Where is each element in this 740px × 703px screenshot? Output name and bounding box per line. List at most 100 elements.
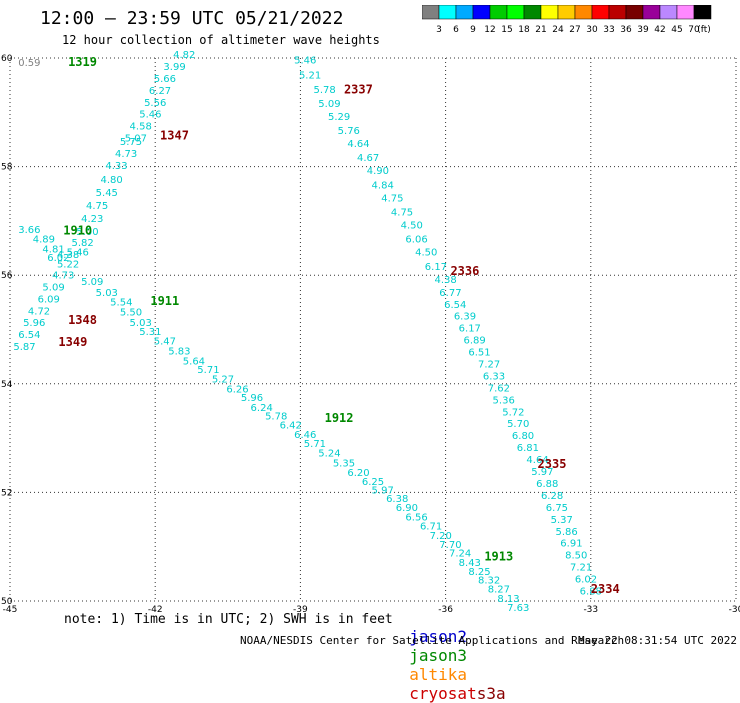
x-tick-label: -36 bbox=[438, 605, 453, 615]
wave-height-value: 8.32 bbox=[478, 576, 500, 587]
wave-height-value: 8.13 bbox=[497, 594, 519, 605]
wave-height-value: 5.35 bbox=[333, 458, 355, 469]
wave-height-value: 4.64 bbox=[347, 139, 369, 150]
colorbar-unit: (ft) bbox=[697, 25, 711, 35]
pass-time-label: 2337 bbox=[344, 82, 373, 96]
wave-height-value: 4.84 bbox=[372, 180, 394, 191]
wave-height-value: 5.46 bbox=[294, 55, 316, 66]
pass-time-label: 2334 bbox=[591, 582, 620, 596]
wave-height-value: 5.46 bbox=[67, 248, 89, 259]
y-tick-label: 56 bbox=[1, 271, 13, 281]
wave-height-value: 5.71 bbox=[304, 439, 326, 450]
wave-height-value: 4.82 bbox=[173, 50, 195, 61]
wave-height-value: 4.33 bbox=[105, 161, 127, 172]
pass-time-label: 1347 bbox=[160, 128, 189, 142]
colorbar-label: 45 bbox=[671, 25, 682, 35]
wave-height-value: 6.71 bbox=[420, 521, 442, 532]
wave-height-value: 5.66 bbox=[154, 74, 176, 85]
wave-height-value: 7.21 bbox=[570, 563, 592, 574]
wave-height-value: 6.88 bbox=[536, 479, 558, 490]
wave-height-value: 0.59 bbox=[18, 58, 40, 69]
colorbar-label: 27 bbox=[569, 25, 580, 35]
credit-line: NOAA/NESDIS Center for Satellite Applica… bbox=[240, 634, 625, 647]
colorbar-label: 24 bbox=[552, 25, 564, 35]
wave-height-value: 7.20 bbox=[430, 531, 452, 542]
wave-height-value: 5.87 bbox=[13, 342, 35, 353]
wave-height-value: 6.27 bbox=[149, 86, 171, 97]
x-tick-label: -30 bbox=[729, 605, 740, 615]
wave-height-value: 5.78 bbox=[265, 412, 287, 423]
colorbar-label: 30 bbox=[586, 25, 598, 35]
satellite-jason3: jason3 bbox=[409, 646, 468, 665]
wave-height-value: 5.71 bbox=[197, 365, 219, 376]
wave-height-value: 5.27 bbox=[212, 375, 234, 386]
wave-height-value: 5.97 bbox=[531, 467, 553, 478]
wave-height-value: 5.70 bbox=[507, 419, 529, 430]
wave-height-value: 6.54 bbox=[18, 330, 40, 341]
y-tick-label: 52 bbox=[1, 488, 12, 498]
satellite-jason2: jason2 bbox=[409, 627, 468, 646]
pass-time-label: 1912 bbox=[325, 411, 354, 425]
wave-height-value: 5.09 bbox=[81, 277, 103, 288]
wave-height-value: 5.96 bbox=[241, 393, 263, 404]
wave-height-value: 3.66 bbox=[18, 225, 40, 236]
wave-height-value: 6.89 bbox=[464, 336, 486, 347]
wave-height-value: 5.54 bbox=[110, 298, 132, 309]
pass-time-label: 1911 bbox=[150, 294, 179, 308]
wave-height-value: 6.81 bbox=[517, 443, 539, 454]
colorbar-label: 39 bbox=[637, 25, 649, 35]
wave-height-value: 5.56 bbox=[144, 98, 166, 109]
wave-height-value: 4.50 bbox=[401, 221, 423, 232]
wave-height-value: 6.25 bbox=[362, 477, 384, 488]
wave-height-value: 4.38 bbox=[57, 250, 79, 261]
wave-height-value: 5.47 bbox=[154, 337, 176, 348]
wave-height-value: 8.50 bbox=[565, 551, 587, 562]
wave-height-value: 5.00 bbox=[76, 227, 98, 238]
wave-height-value: 5.36 bbox=[493, 395, 515, 406]
wave-height-value: 6.09 bbox=[38, 294, 60, 305]
wave-height-value: 7.63 bbox=[507, 603, 529, 614]
wave-height-value: 3.99 bbox=[163, 62, 185, 73]
wave-height-value: 5.82 bbox=[71, 238, 93, 249]
wave-height-value: 5.22 bbox=[57, 260, 79, 271]
wave-height-value: 4.75 bbox=[86, 201, 108, 212]
wave-height-value: 6.42 bbox=[280, 420, 302, 431]
wave-height-value: 5.03 bbox=[130, 318, 152, 329]
wave-height-value: 4.81 bbox=[42, 244, 64, 255]
wave-height-value: 6.06 bbox=[405, 235, 427, 246]
wave-height-value: 5.83 bbox=[168, 346, 190, 357]
wave-height-value: 5.03 bbox=[96, 288, 118, 299]
wave-height-value: 6.38 bbox=[386, 494, 408, 505]
wave-height-value: 7.70 bbox=[439, 540, 461, 551]
wave-height-value: 5.72 bbox=[502, 407, 524, 418]
colorbar-label: 21 bbox=[535, 25, 546, 35]
wave-height-value: 4.64 bbox=[526, 455, 548, 466]
generated-timestamp: May 22 08:31:54 UTC 2022 bbox=[578, 634, 737, 647]
wave-height-value: 4.73 bbox=[52, 270, 74, 281]
wave-height-value: 5.86 bbox=[555, 527, 577, 538]
wave-height-value: 6.90 bbox=[396, 503, 418, 514]
wave-height-value: 4.89 bbox=[33, 235, 55, 246]
wave-height-value: 6.02 bbox=[47, 253, 69, 264]
wave-height-value: 5.76 bbox=[338, 126, 360, 137]
wave-height-value: 6.26 bbox=[226, 384, 248, 395]
x-tick-label: -33 bbox=[583, 605, 598, 615]
colorbar-label: 3 bbox=[436, 25, 442, 35]
y-tick-label: 60 bbox=[1, 54, 13, 64]
wave-height-value: 4.67 bbox=[357, 153, 379, 164]
x-tick-label: -42 bbox=[148, 605, 163, 615]
wave-height-value: 5.50 bbox=[120, 307, 142, 318]
wave-height-value: 6.33 bbox=[483, 371, 505, 382]
colorbar-label: 18 bbox=[518, 25, 530, 35]
chart-title: 12:00 — 23:59 UTC 05/21/2022 bbox=[40, 8, 344, 29]
wave-height-value: 6.46 bbox=[294, 430, 316, 441]
wave-height-map: -45-42-39-36-33-306058565452504.823.995.… bbox=[1, 50, 740, 615]
wave-height-value: 5.64 bbox=[183, 356, 205, 367]
wave-height-value: 5.75 bbox=[120, 137, 142, 148]
wave-height-value: 4.50 bbox=[415, 248, 437, 259]
wave-height-value: 4.73 bbox=[115, 149, 137, 160]
wave-height-value: 6.02 bbox=[575, 575, 597, 586]
wave-height-value: 6.75 bbox=[546, 503, 568, 514]
colorbar-label: 12 bbox=[484, 25, 495, 35]
wave-height-value: 5.07 bbox=[125, 134, 147, 145]
